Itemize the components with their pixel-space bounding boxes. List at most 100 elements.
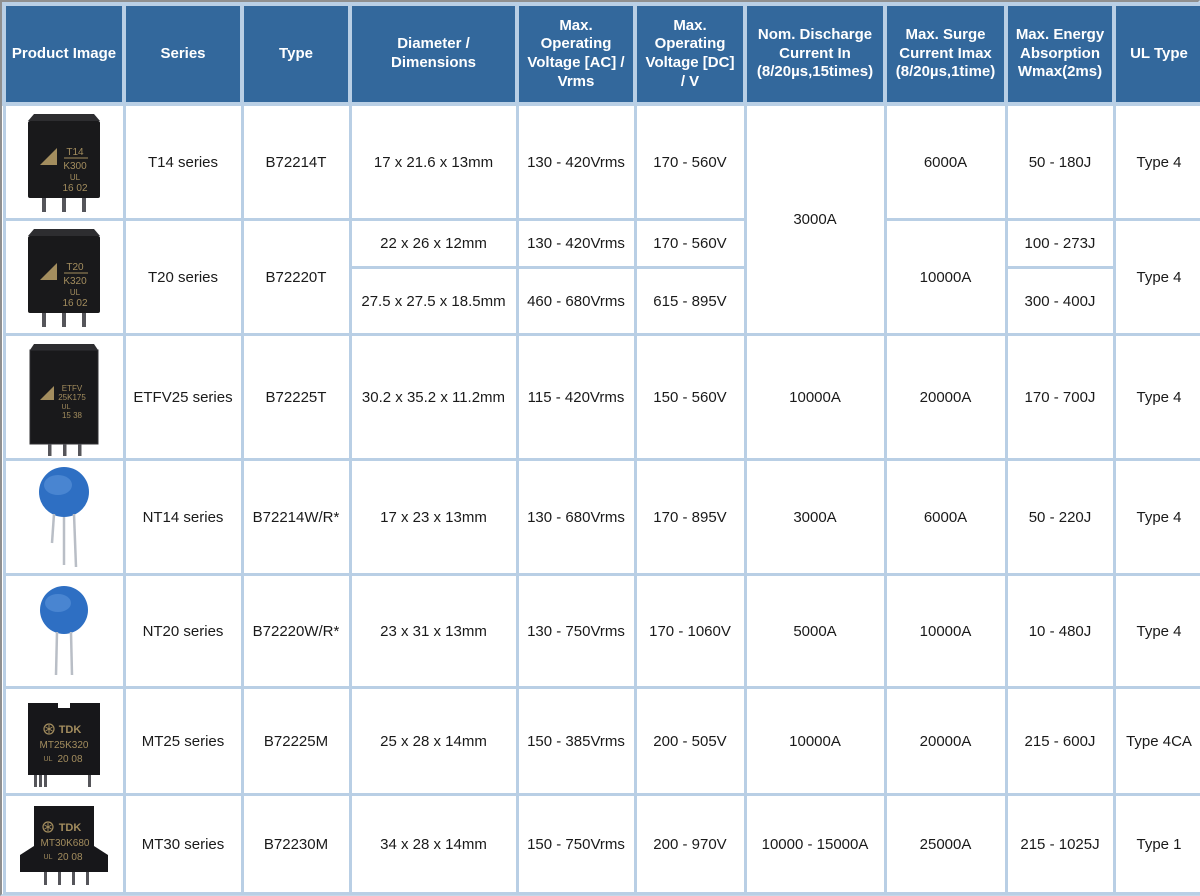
cell-dimensions-t20-v2: 27.5 x 27.5 x 18.5mm [348, 266, 519, 336]
marking-line: 16 02 [62, 183, 87, 194]
cell-series-mt25: MT25 series [122, 686, 244, 796]
ul-mark: UL [70, 173, 81, 182]
cell-dimensions-etfv25: 30.2 x 35.2 x 11.2mm [348, 333, 519, 461]
header-ul-type: UL Type [1112, 2, 1200, 106]
cell-discharge-t14-t20: 3000A [743, 102, 887, 336]
cell-product-image-t14: T14 K300 UL 16 02 [2, 102, 126, 221]
marking-line: 25K175 [58, 393, 86, 402]
ul-mark: UL [62, 404, 71, 411]
cell-series-etfv25: ETFV25 series [122, 333, 244, 461]
cell-dimensions-nt14: 17 x 23 x 13mm [348, 458, 519, 576]
cell-ul-type-t14: Type 4 [1112, 102, 1200, 221]
cell-discharge-etfv25: 10000A [743, 333, 887, 461]
cell-discharge-nt20: 5000A [743, 573, 887, 689]
cell-dimensions-mt25: 25 x 28 x 14mm [348, 686, 519, 796]
cell-dimensions-nt20: 23 x 31 x 13mm [348, 573, 519, 689]
cell-voltage-dc-nt20: 170 - 1060V [633, 573, 747, 689]
cell-energy-t14: 50 - 180J [1004, 102, 1116, 221]
cell-voltage-ac-t20-v2: 460 - 680Vrms [515, 266, 637, 336]
row-nt20: NT20 series B72220W/R* 23 x 31 x 13mm 13… [2, 573, 1200, 689]
cell-ul-type-mt30: Type 1 [1112, 793, 1200, 895]
cell-series-nt14: NT14 series [122, 458, 244, 576]
cell-surge-mt30: 25000A [883, 793, 1008, 895]
cell-product-image-mt25: TDK MT25K320 UL 20 08 [2, 686, 126, 796]
cell-product-image-etfv25: ETFV 25K175 UL 15 38 [2, 333, 126, 461]
cell-ul-type-nt20: Type 4 [1112, 573, 1200, 689]
cell-energy-nt20: 10 - 480J [1004, 573, 1116, 689]
cell-voltage-ac-t20-v1: 130 - 420Vrms [515, 217, 637, 270]
mt25-varistor-image: TDK MT25K320 UL 20 08 [28, 703, 100, 787]
cell-series-mt30: MT30 series [122, 793, 244, 895]
cell-surge-t20: 10000A [883, 218, 1008, 336]
marking-line: 15 38 [62, 411, 83, 420]
row-nt14: NT14 series B72214W/R* 17 x 23 x 13mm 13… [2, 458, 1200, 576]
cell-energy-t20-v2: 300 - 400J [1004, 266, 1116, 336]
cell-energy-etfv25: 170 - 700J [1004, 333, 1116, 461]
tdk-label: TDK [59, 724, 82, 736]
ul-mark: UL [70, 288, 81, 297]
ul-mark: UL [44, 756, 53, 763]
cell-voltage-ac-mt25: 150 - 385Vrms [515, 686, 637, 796]
row-etfv25: ETFV 25K175 UL 15 38 ETFV25 series B7222… [2, 333, 1200, 461]
cell-discharge-mt30: 10000 - 15000A [743, 793, 887, 895]
tdk-logo [42, 821, 54, 833]
cell-type-t20: B72220T [240, 218, 352, 336]
cell-product-image-nt14 [2, 458, 126, 576]
cell-voltage-dc-t20-v1: 170 - 560V [633, 217, 747, 270]
header-dimensions: Diameter / Dimensions [348, 2, 519, 106]
cell-voltage-ac-etfv25: 115 - 420Vrms [515, 333, 637, 461]
row-mt30: TDK MT30K680 UL 20 08 MT30 series B72230… [2, 793, 1200, 895]
nt14-varistor-image [39, 467, 89, 568]
cell-dimensions-mt30: 34 x 28 x 14mm [348, 793, 519, 895]
cell-voltage-ac-t14: 130 - 420Vrms [515, 102, 637, 221]
cell-surge-nt14: 6000A [883, 458, 1008, 576]
marking-line: MT30K680 [41, 838, 90, 849]
cell-voltage-ac-nt14: 130 - 680Vrms [515, 458, 637, 576]
cell-ul-type-nt14: Type 4 [1112, 458, 1200, 576]
t14-varistor-image: T14 K300 UL 16 02 [28, 114, 100, 212]
marking-line: MT25K320 [40, 740, 89, 751]
cell-type-nt14: B72214W/R* [240, 458, 352, 576]
header-product-image: Product Image [2, 2, 126, 106]
header-series: Series [122, 2, 244, 106]
cell-energy-nt14: 50 - 220J [1004, 458, 1116, 576]
marking-line: ETFV [62, 384, 83, 393]
cell-surge-nt20: 10000A [883, 573, 1008, 689]
cell-discharge-mt25: 10000A [743, 686, 887, 796]
cell-product-image-t20: T20 K320 UL 16 02 [2, 218, 126, 336]
header-discharge-current: Nom. Discharge Current In (8/20µs,15time… [743, 2, 887, 106]
cell-type-t14: B72214T [240, 102, 352, 221]
cell-voltage-dc-mt30: 200 - 970V [633, 793, 747, 895]
header-voltage-dc: Max. Operating Voltage [DC] / V [633, 2, 747, 106]
header-energy-absorption: Max. Energy Absorption Wmax(2ms) [1004, 2, 1116, 106]
epcos-triangle-logo [40, 148, 57, 165]
tdk-logo [43, 723, 55, 735]
marking-line: K320 [63, 276, 87, 287]
cell-product-image-nt20 [2, 573, 126, 689]
cell-energy-mt25: 215 - 600J [1004, 686, 1116, 796]
row-t14: T14 K300 UL 16 02 T14 series B72214T 17 … [2, 102, 1200, 336]
cell-voltage-dc-t14: 170 - 560V [633, 102, 747, 221]
cell-type-nt20: B72220W/R* [240, 573, 352, 689]
cell-dimensions-t20-v1: 22 x 26 x 12mm [348, 217, 519, 270]
cell-voltage-dc-etfv25: 150 - 560V [633, 333, 747, 461]
cell-type-mt30: B72230M [240, 793, 352, 895]
marking-line: T20 [66, 262, 84, 273]
cell-voltage-dc-t20-v2: 615 - 895V [633, 266, 747, 336]
tdk-label: TDK [59, 822, 82, 834]
cell-type-etfv25: B72225T [240, 333, 352, 461]
cell-energy-mt30: 215 - 1025J [1004, 793, 1116, 895]
marking-line: T14 [66, 147, 84, 158]
cell-surge-t14: 6000A [883, 102, 1008, 221]
ul-mark: UL [44, 854, 53, 861]
epcos-triangle-logo [40, 386, 54, 400]
cell-ul-type-t20: Type 4 [1112, 218, 1200, 336]
header-voltage-ac: Max. Operating Voltage [AC] / Vrms [515, 2, 637, 106]
marking-line: 20 08 [57, 754, 82, 765]
cell-energy-t20-v1: 100 - 273J [1004, 217, 1116, 270]
marking-line: 20 08 [57, 852, 82, 863]
etfv25-varistor-image: ETFV 25K175 UL 15 38 [29, 344, 99, 456]
marking-line: 16 02 [62, 298, 87, 309]
